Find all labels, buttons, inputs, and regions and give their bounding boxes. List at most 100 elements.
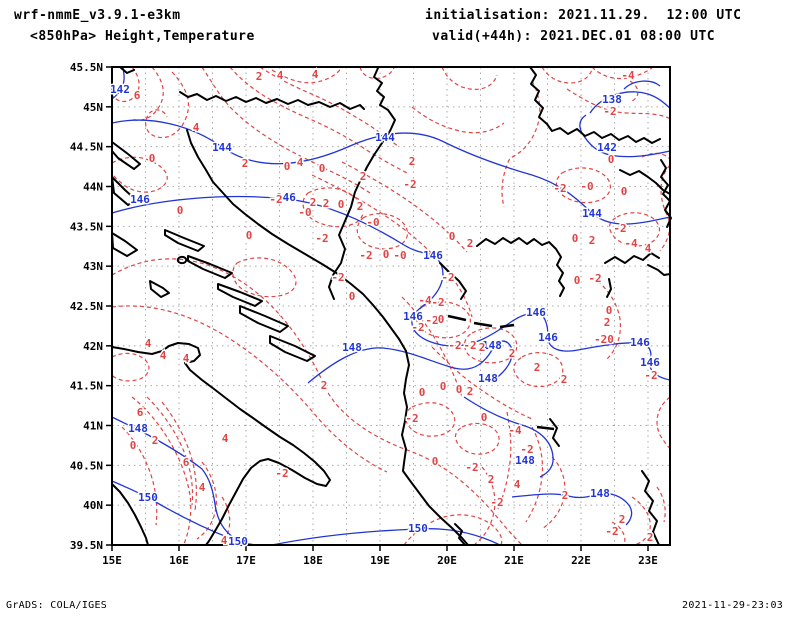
svg-text:22E: 22E [571,554,591,567]
svg-text:0: 0 [284,160,291,173]
svg-text:-2: -2 [269,193,282,206]
svg-text:-2: -2 [405,412,418,425]
model-title: wrf-nmmE_v3.9.1-e3km [14,8,181,23]
svg-text:146: 146 [403,310,423,323]
svg-text:148: 148 [515,454,535,467]
border-se-corner [641,470,660,546]
svg-text:39.5N: 39.5N [70,539,103,552]
svg-text:4: 4 [297,156,304,169]
coast-italy-adriatic [111,342,331,546]
svg-text:4: 4 [199,481,206,494]
border-drina [328,67,396,300]
svg-text:-20: -20 [594,333,614,346]
coast-dalmatia-albania-greece [186,129,469,546]
border-north [179,91,365,110]
border-piece [619,169,671,195]
border-ne [604,252,660,264]
svg-text:41N: 41N [83,420,103,433]
svg-text:-2: -2 [605,525,618,538]
island [149,280,170,298]
svg-text:150: 150 [228,535,248,548]
valid-time: valid(+44h): 2021.DEC.01 08:00 UTC [432,29,716,44]
island [176,255,188,265]
svg-text:42.5N: 42.5N [70,300,103,313]
svg-text:142: 142 [110,83,130,96]
border-danube [529,66,661,144]
svg-text:0: 0 [349,290,356,303]
svg-text:-4: -4 [418,294,432,307]
grads-credit: GrADS: COLA/IGES [6,600,108,611]
svg-text:42N: 42N [83,340,103,353]
svg-text:-2: -2 [553,182,566,195]
border-macedonia [549,418,560,447]
svg-text:146: 146 [538,331,558,344]
svg-text:138: 138 [602,93,622,106]
init-time: initialisation: 2021.11.29. 12:00 UTC [425,8,742,23]
svg-text:2: 2 [360,170,367,183]
island [164,229,205,252]
svg-text:-2: -2 [275,467,288,480]
svg-text:20E: 20E [437,554,457,567]
svg-text:40N: 40N [83,499,103,512]
svg-text:-4: -4 [621,69,635,82]
svg-text:43N: 43N [83,260,103,273]
svg-text:146: 146 [130,193,150,206]
svg-text:0: 0 [246,229,253,242]
svg-text:2: 2 [604,316,611,329]
svg-text:0: 0 [449,230,456,243]
axis-labels: 45.5N 45N 44.5N 44N 43.5N 43N 42.5N 42N 41.5N 41N… [70,61,658,567]
svg-text:0: 0 [149,152,156,165]
svg-text:150: 150 [408,522,428,535]
svg-text:0: 0 [177,204,184,217]
height-contours [111,66,671,546]
svg-text:23E: 23E [638,554,658,567]
svg-text:45.5N: 45.5N [70,61,103,74]
svg-text:-2: -2 [331,271,344,284]
svg-text:2: 2 [647,531,654,544]
svg-text:0: 0 [130,439,137,452]
border-piece [606,278,612,298]
svg-text:44.5N: 44.5N [70,141,103,154]
svg-text:-2: -2 [465,461,478,474]
svg-text:-2: -2 [448,339,461,352]
svg-text:0: 0 [383,248,390,261]
svg-text:45N: 45N [83,101,103,114]
svg-text:0: 0 [621,185,628,198]
svg-text:4: 4 [514,478,521,491]
svg-text:44N: 44N [83,181,103,194]
svg-text:4: 4 [277,69,284,82]
svg-text:4: 4 [312,68,319,81]
svg-text:-4: -4 [508,424,522,437]
creation-timestamp: 2021-11-29-23:03 [682,600,784,611]
svg-text:0: 0 [419,386,426,399]
svg-text:21E: 21E [504,554,524,567]
contour-labels: 142 144 146 146 144 138 142 144 146 146 146 146 146 1… [109,67,662,550]
svg-text:40.5N: 40.5N [70,459,103,472]
svg-text:-2: -2 [359,249,372,262]
svg-text:150: 150 [138,491,158,504]
svg-text:148: 148 [590,487,610,500]
axis-ticks [106,66,649,551]
svg-text:4: 4 [222,432,229,445]
svg-text:0: 0 [572,232,579,245]
svg-text:0: 0 [440,380,447,393]
svg-text:19E: 19E [370,554,390,567]
svg-text:146: 146 [526,306,546,319]
svg-text:-2: -2 [644,369,657,382]
svg-text:144: 144 [375,131,395,144]
svg-text:0: 0 [481,411,488,424]
svg-text:2: 2 [323,197,330,210]
svg-text:2: 2 [310,196,317,209]
svg-text:41.5N: 41.5N [70,380,103,393]
island [269,335,316,362]
svg-text:-2: -2 [588,272,601,285]
svg-text:-2: -2 [431,296,444,309]
border-dashed [447,314,555,431]
svg-text:-2: -2 [463,339,476,352]
svg-text:2: 2 [619,513,626,526]
svg-text:16E: 16E [169,554,189,567]
island [239,305,289,333]
svg-text:2: 2 [509,347,516,360]
svg-text:-0: -0 [580,180,593,193]
